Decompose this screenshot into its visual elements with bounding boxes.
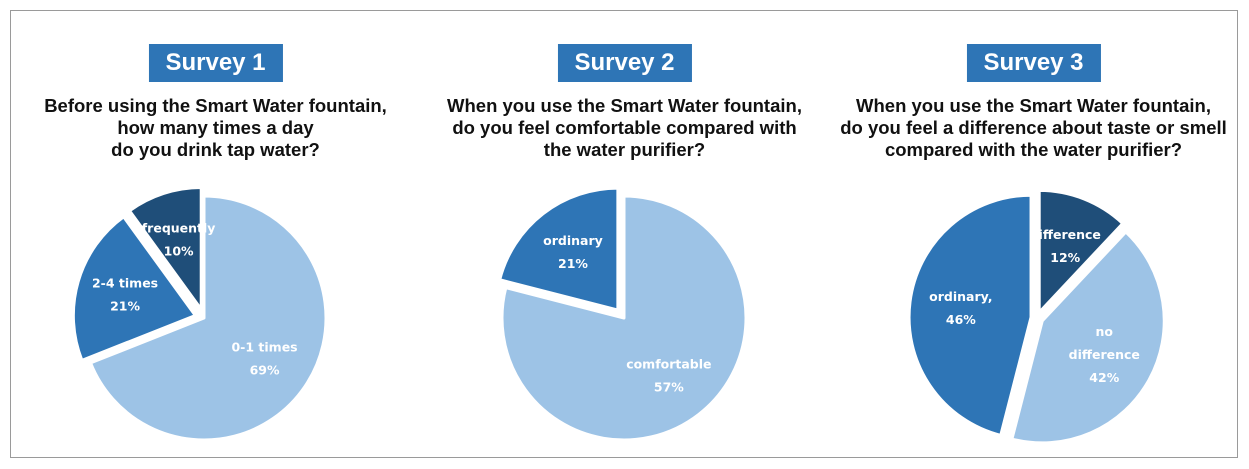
- slice-label-line: 21%: [558, 256, 588, 271]
- question-line: Before using the Smart Water fountain,: [44, 95, 387, 116]
- slice-label-line: 46%: [946, 312, 976, 327]
- pie-slice: [498, 186, 620, 312]
- survey-1-panel: Survey 1 Before using the Smart Water fo…: [11, 11, 420, 459]
- survey-3-title: Survey 3: [966, 44, 1101, 82]
- slice-label-line: frequently: [142, 220, 216, 235]
- survey-figure: Survey 1 Before using the Smart Water fo…: [10, 10, 1238, 458]
- slice-label-line: 0-1 times: [231, 340, 297, 355]
- question-line: do you feel a difference about taste or …: [840, 117, 1227, 138]
- pie-slice: [1037, 188, 1125, 314]
- slice-label: no difference 42%: [1069, 324, 1140, 385]
- slice-label-line: 2-4 times: [92, 276, 158, 291]
- slice-label-line: difference: [1069, 347, 1140, 362]
- question-line: the water purifier?: [543, 139, 706, 160]
- slice-label: frequently 10%: [142, 220, 216, 258]
- slice-label-line: difference: [1030, 227, 1101, 242]
- question-line: When you use the Smart Water fountain,: [856, 95, 1211, 116]
- slice-label: ordinary, 46%: [929, 289, 992, 327]
- slice-label: comfortable 57%: [626, 356, 711, 394]
- slice-label: 2-4 times 21%: [92, 276, 158, 314]
- survey-3-pie: difference 12% no difference 42% ordinary, 46%: [907, 188, 1166, 445]
- slice-label-line: 21%: [110, 299, 140, 314]
- slice-label-line: 10%: [164, 243, 194, 258]
- slice-label-line: ordinary: [543, 233, 603, 248]
- survey-3-panel: Survey 3 When you use the Smart Water fo…: [829, 11, 1238, 459]
- survey-2-pie: comfortable 57% ordinary 21%: [498, 186, 748, 442]
- slice-label-line: 42%: [1089, 370, 1119, 385]
- survey-2-title: Survey 2: [557, 44, 692, 82]
- slice-label-line: 69%: [250, 363, 280, 378]
- slice-label-line: ordinary,: [929, 289, 992, 304]
- question-line: do you drink tap water?: [111, 139, 320, 160]
- slice-label: ordinary 21%: [543, 233, 603, 271]
- slice-label: difference 12%: [1030, 227, 1101, 265]
- question-line: compared with the water purifier?: [884, 139, 1183, 160]
- pie-slice: [907, 193, 1033, 437]
- pie-slice: [71, 215, 197, 362]
- slice-label-line: 57%: [654, 379, 684, 394]
- pie-slice: [1010, 230, 1166, 445]
- question-line: When you use the Smart Water fountain,: [447, 95, 802, 116]
- survey-2-panel: Survey 2 When you use the Smart Water fo…: [420, 11, 829, 459]
- question-line: how many times a day: [117, 117, 314, 138]
- slice-label-line: no: [1096, 324, 1114, 339]
- pie-slice: [128, 185, 203, 311]
- survey-2-question: When you use the Smart Water fountain, d…: [420, 95, 829, 161]
- slice-label-line: 12%: [1050, 250, 1080, 265]
- survey-3-question: When you use the Smart Water fountain, d…: [829, 95, 1238, 161]
- slice-label: 0-1 times 69%: [231, 340, 297, 378]
- survey-1-pie: 0-1 times 69% 2-4 times 21% frequently 10%: [71, 185, 328, 442]
- pie-slice: [89, 194, 328, 442]
- survey-1-title: Survey 1: [148, 44, 283, 82]
- survey-1-question: Before using the Smart Water fountain, h…: [11, 95, 420, 161]
- slice-label-line: comfortable: [626, 356, 711, 371]
- question-line: do you feel comfortable compared with: [452, 117, 797, 138]
- pie-slice: [500, 194, 748, 442]
